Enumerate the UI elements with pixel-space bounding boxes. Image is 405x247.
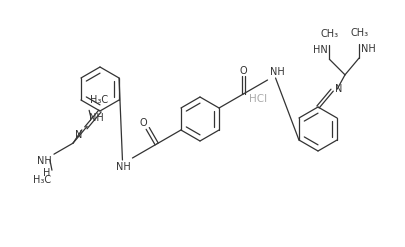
Text: H: H: [43, 168, 50, 178]
Text: H₃C: H₃C: [90, 95, 108, 105]
Text: NH: NH: [360, 44, 375, 54]
Text: HCl: HCl: [248, 94, 266, 104]
Text: CH₃: CH₃: [349, 28, 367, 38]
Text: N: N: [334, 84, 342, 94]
Text: CH₃: CH₃: [320, 29, 338, 39]
Text: NH: NH: [115, 162, 130, 172]
Text: H₃C: H₃C: [33, 175, 51, 185]
Text: NH: NH: [269, 67, 284, 77]
Text: NH: NH: [89, 113, 104, 123]
Text: HN: HN: [312, 45, 327, 55]
Text: O: O: [140, 118, 147, 128]
Text: NH: NH: [37, 156, 52, 166]
Text: N: N: [75, 130, 83, 140]
Text: O: O: [239, 66, 247, 76]
